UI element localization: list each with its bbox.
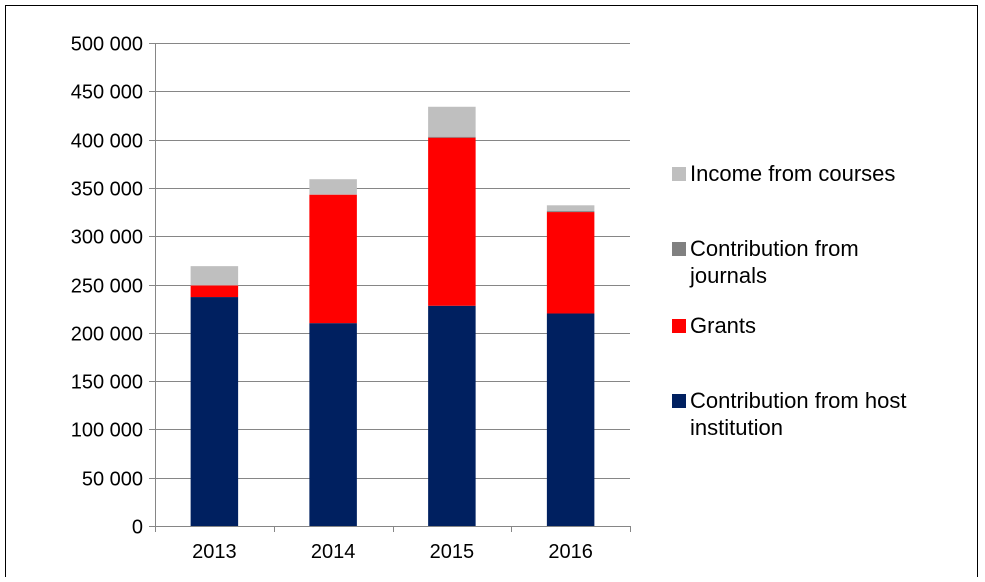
bar-grants-2016 <box>546 212 595 314</box>
bar-contribution-from-host-institution-2013 <box>190 297 239 526</box>
y-tick-label: 250 000 <box>71 276 143 298</box>
legend-swatch <box>672 167 686 181</box>
y-tick-label: 100 000 <box>71 420 143 442</box>
bar-grants-2013 <box>190 285 239 298</box>
legend-item-income-from-courses: Income from courses <box>672 160 960 187</box>
legend-item-contribution-from-journals: Contribution from journals <box>672 235 920 289</box>
bar-grants-2014 <box>309 194 357 324</box>
bar-contribution-from-journals-2015 <box>428 136 476 138</box>
y-tick-label: 450 000 <box>71 82 143 104</box>
y-tick-label: 200 000 <box>71 324 143 346</box>
axes <box>149 43 631 532</box>
x-tick-label: 2015 <box>430 541 475 563</box>
bar-income-from-courses-2014 <box>309 179 357 195</box>
bar-contribution-from-host-institution-2016 <box>546 313 595 526</box>
y-tick-label: 150 000 <box>71 372 143 394</box>
y-tick-labels: 0 50 000 100 000 150 000 200 000 250 000 300 0… <box>71 34 143 539</box>
x-tick-label: 2014 <box>311 541 356 563</box>
legend-swatch <box>672 394 686 408</box>
y-tick-label: 50 000 <box>82 469 143 491</box>
x-tick-label: 2016 <box>548 541 593 563</box>
bar-contribution-from-host-institution-2014 <box>309 323 357 526</box>
legend-label: Contribution from host institution <box>690 388 907 440</box>
x-tick-label: 2013 <box>192 541 237 563</box>
legend-label: Contribution from journals <box>690 236 859 288</box>
y-tick-label: 350 000 <box>71 179 143 201</box>
bar-contribution-from-host-institution-2015 <box>428 305 476 526</box>
x-tick-labels: 2013 2014 2015 2016 <box>192 541 593 563</box>
y-tick-label: 300 000 <box>71 227 143 249</box>
bar-income-from-courses-2015 <box>428 106 476 137</box>
legend-label: Income from courses <box>690 161 896 186</box>
bar-income-from-courses-2013 <box>190 266 239 286</box>
legend-swatch <box>672 242 686 256</box>
y-tick-label: 400 000 <box>71 131 143 153</box>
chart-frame <box>5 5 978 577</box>
legend-swatch <box>672 319 686 333</box>
bars <box>190 106 595 526</box>
bar-grants-2015 <box>428 137 476 306</box>
legend-item-grants: Grants <box>672 312 960 339</box>
y-tick-label: 0 <box>132 517 143 539</box>
legend-label: Grants <box>690 313 757 338</box>
bar-contribution-from-journals-2016 <box>546 211 595 213</box>
legend-item-contribution-from-host-institution: Contribution from host institution <box>672 387 960 441</box>
y-tick-label: 500 000 <box>71 34 143 56</box>
bar-income-from-courses-2016 <box>546 205 595 212</box>
